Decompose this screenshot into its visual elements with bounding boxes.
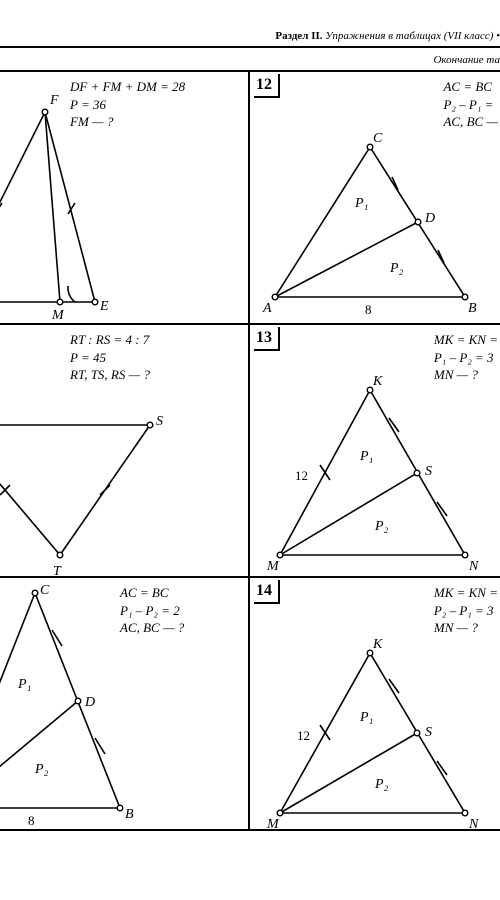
label-P2: P₂: [374, 777, 389, 792]
label-B: B: [125, 807, 134, 822]
label-M: M: [266, 817, 280, 831]
cond-line: RT, TS, RS — ?: [70, 366, 150, 384]
label-D: D: [424, 211, 435, 226]
cell-13r: 13 MK = KN = P₁ – P₂ = 3 MN — ?: [250, 325, 500, 578]
label-N: N: [468, 559, 479, 574]
label-side: 12: [295, 468, 308, 483]
page-header: Раздел II. Упражнения в таблицах (VII кл…: [0, 30, 500, 42]
label-P1: P₁: [359, 449, 373, 464]
cell-13l: RT : RS = 4 : 7 P = 45 RT, TS, RS — ? S …: [0, 325, 250, 578]
label-E: E: [99, 299, 109, 314]
cell-11: DF + FM + DM = 28 P = 36 FM — ? F: [0, 72, 250, 325]
cell-14l: AC = BC P₁ – P₂ = 2 AC, BC — ? C: [0, 578, 250, 831]
label-M: M: [51, 308, 65, 323]
label-base: 8: [365, 302, 372, 317]
problems-grid: DF + FM + DM = 28 P = 36 FM — ? F: [0, 70, 500, 831]
problem-number: 12: [254, 74, 280, 98]
page: Раздел II. Упражнения в таблицах (VII кл…: [0, 0, 500, 831]
cell-12: 12 AC = BC P₂ – P₁ = AC, BC —: [250, 72, 500, 325]
cond-line: P₂ – P₁ = 3: [434, 602, 498, 620]
continuation-label: Окончание та: [0, 50, 500, 70]
label-M: M: [266, 559, 280, 574]
label-F: F: [49, 93, 59, 108]
conditions-13l: RT : RS = 4 : 7 P = 45 RT, TS, RS — ?: [70, 331, 150, 384]
label-S: S: [425, 464, 432, 479]
label-C: C: [40, 583, 50, 598]
label-K: K: [372, 374, 383, 389]
figure-13r: M N K S P₁ P₂ 12: [255, 370, 500, 578]
label-P1: P₁: [359, 710, 373, 725]
cond-line: MK = KN =: [434, 331, 498, 349]
figure-11: F M E: [0, 72, 190, 325]
label-N: N: [468, 817, 479, 831]
section-label: Раздел II.: [275, 30, 322, 42]
cell-14r: 14 MK = KN = P₂ – P₁ = 3 MN — ?: [250, 578, 500, 831]
problem-number: 14: [254, 580, 280, 604]
label-T: T: [53, 564, 62, 578]
cond-line: P = 45: [70, 349, 150, 367]
figure-13l: S T: [0, 395, 190, 578]
cond-line: AC = BC: [443, 78, 498, 96]
label-K: K: [372, 637, 383, 652]
label-side: 12: [297, 728, 310, 743]
label-A: A: [262, 301, 272, 316]
cond-line: P₂ – P₁ =: [443, 96, 498, 114]
figure-14r: M N K S P₁ P₂ 12: [255, 633, 500, 831]
label-S: S: [156, 414, 163, 429]
label-P1: P₁: [17, 677, 31, 692]
conditions-14r: MK = KN = P₂ – P₁ = 3 MN — ?: [434, 584, 498, 637]
label-B: B: [468, 301, 477, 316]
label-P1: P₁: [354, 196, 368, 211]
divider: [0, 46, 500, 48]
label-P2: P₂: [389, 261, 404, 276]
problem-number: 13: [254, 327, 280, 351]
cond-line: P₁ – P₂ = 3: [434, 349, 498, 367]
label-P2: P₂: [34, 762, 49, 777]
label-base: 8: [28, 813, 35, 828]
section-title: Упражнения в таблицах (VII класс) •: [325, 30, 500, 42]
label-D: D: [84, 695, 95, 710]
label-P2: P₂: [374, 519, 389, 534]
cond-line: MK = KN =: [434, 584, 498, 602]
figure-14l: C B D P₁ P₂ 8: [0, 578, 190, 831]
label-C: C: [373, 131, 383, 146]
cond-line: RT : RS = 4 : 7: [70, 331, 150, 349]
label-S: S: [425, 725, 432, 740]
figure-12: A B C D P₁ P₂ 8: [255, 122, 500, 325]
